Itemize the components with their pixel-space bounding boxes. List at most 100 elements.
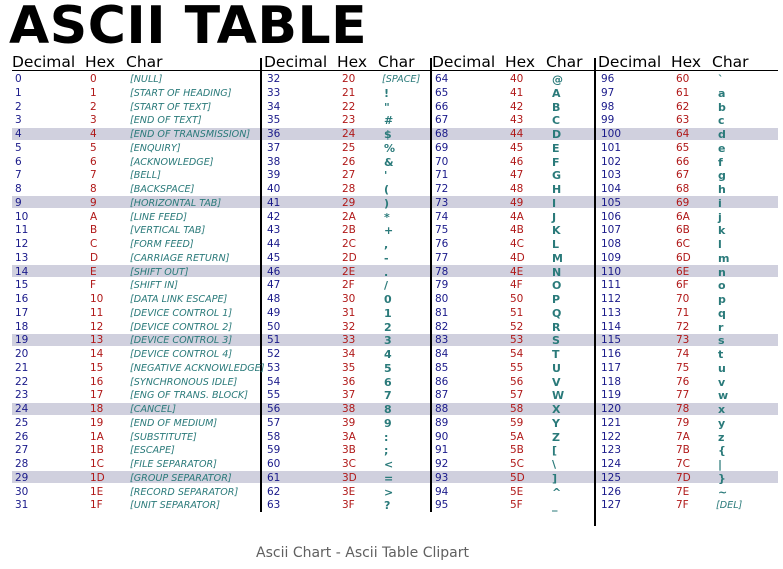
decimal-cell: 9 — [15, 196, 22, 209]
decimal-cell: 121 — [601, 416, 622, 429]
char-cell: ? — [384, 499, 391, 513]
decimal-cell: 4 — [15, 128, 22, 140]
decimal-cell: 107 — [601, 224, 622, 237]
char-cell: P — [552, 293, 561, 306]
char-name-cell: [SUBSTITUTE] — [130, 431, 197, 443]
column-header-char: Char — [378, 53, 415, 71]
hex-cell: 27 — [342, 169, 356, 182]
char-cell: 1 — [384, 306, 392, 320]
column-header-hex: Hex — [337, 53, 368, 71]
hex-cell: 3F — [342, 499, 355, 512]
char-cell: . — [384, 265, 389, 279]
char-name-cell: [DEVICE CONTROL 3] — [130, 335, 233, 347]
char-name-cell: [LINE FEED] — [130, 211, 187, 223]
hex-cell: 3D — [342, 471, 357, 484]
hex-cell: 4E — [510, 265, 524, 278]
char-cell: v — [718, 375, 726, 389]
decimal-cell: 105 — [601, 196, 622, 209]
char-name-cell: [DEL] — [716, 500, 743, 512]
decimal-cell: 122 — [601, 430, 622, 443]
char-name-cell: [SPACE] — [382, 74, 421, 85]
char-cell: [ — [552, 444, 558, 458]
char-cell: \ — [552, 458, 557, 471]
hex-cell: 29 — [342, 196, 356, 209]
hex-cell: 78 — [676, 403, 690, 415]
char-cell: J — [552, 210, 557, 224]
hex-cell: 1A — [90, 430, 104, 443]
decimal-cell: 77 — [435, 251, 449, 264]
hex-cell: 40 — [510, 73, 524, 85]
hex-cell: 59 — [510, 416, 524, 429]
decimal-cell: 40 — [267, 183, 281, 195]
hex-cell: 7C — [676, 458, 691, 470]
decimal-cell: 86 — [435, 375, 449, 388]
hex-cell: 18 — [90, 403, 104, 415]
char-cell: u — [718, 361, 726, 375]
char-name-cell: [DEVICE CONTROL 2] — [130, 321, 233, 333]
char-cell: Z — [552, 430, 560, 444]
hex-cell: 4A — [510, 210, 524, 223]
char-cell: c — [718, 114, 725, 128]
char-cell: B — [552, 100, 561, 114]
decimal-cell: 79 — [435, 279, 449, 292]
decimal-cell: 72 — [435, 183, 449, 195]
decimal-cell: 120 — [601, 403, 622, 415]
hex-cell: 4D — [510, 251, 525, 264]
decimal-cell: 87 — [435, 389, 449, 402]
hex-cell: 15 — [90, 361, 104, 374]
hex-cell: 75 — [676, 361, 690, 374]
hex-cell: 55 — [510, 361, 524, 374]
highlight-band — [12, 196, 778, 209]
decimal-cell: 57 — [267, 416, 281, 429]
decimal-cell: 88 — [435, 403, 449, 415]
decimal-cell: 114 — [601, 320, 622, 333]
hex-cell: 7E — [676, 485, 690, 498]
hex-cell: 6D — [676, 251, 691, 264]
char-cell: & — [384, 155, 394, 169]
hex-cell: 62 — [676, 100, 690, 113]
decimal-cell: 5 — [15, 141, 22, 154]
decimal-cell: 118 — [601, 375, 622, 388]
char-cell: } — [718, 471, 726, 485]
hex-cell: 7B — [676, 444, 690, 457]
char-cell: { — [718, 444, 726, 458]
char-cell: m — [718, 251, 730, 265]
char-name-cell: [BACKSPACE] — [130, 184, 195, 195]
hex-cell: 6A — [676, 210, 690, 223]
char-cell: e — [718, 141, 726, 155]
hex-cell: 7D — [676, 471, 691, 484]
char-name-cell: [SYNCHRONOUS IDLE] — [130, 376, 238, 388]
hex-cell: 3C — [342, 458, 357, 470]
hex-cell: 63 — [676, 114, 690, 127]
hex-cell: 5D — [510, 471, 525, 484]
decimal-cell: 45 — [267, 251, 281, 264]
decimal-cell: 73 — [435, 196, 449, 209]
char-cell: 6 — [384, 375, 392, 389]
hex-cell: 6 — [90, 155, 97, 168]
decimal-cell: 21 — [15, 361, 29, 374]
decimal-cell: 47 — [267, 279, 281, 292]
char-cell: o — [718, 279, 726, 293]
char-cell: ( — [384, 183, 390, 196]
decimal-cell: 66 — [435, 100, 449, 113]
char-cell: Q — [552, 306, 562, 320]
char-name-cell: [SHIFT IN] — [130, 280, 179, 292]
decimal-cell: 74 — [435, 210, 449, 223]
hex-cell: 2D — [342, 251, 357, 264]
char-cell: O — [552, 279, 562, 293]
char-cell: V — [552, 375, 561, 389]
char-cell: ; — [384, 444, 389, 458]
decimal-cell: 96 — [601, 73, 615, 85]
hex-cell: 7 — [90, 169, 97, 182]
ascii-table: Decimal Hex Char Decimal Hex Char Decimal Hex Ch… — [12, 53, 778, 526]
hex-cell: 1 — [90, 86, 97, 99]
decimal-cell: 100 — [601, 128, 622, 140]
char-cell: ^ — [552, 485, 562, 499]
decimal-cell: 56 — [267, 403, 281, 415]
char-name-cell: [END OF TRANSMISSION] — [130, 129, 251, 140]
decimal-cell: 37 — [267, 141, 281, 154]
hex-cell: 68 — [676, 183, 690, 195]
decimal-cell: 63 — [267, 499, 281, 512]
decimal-cell: 104 — [601, 183, 622, 195]
header-rule — [12, 70, 778, 71]
